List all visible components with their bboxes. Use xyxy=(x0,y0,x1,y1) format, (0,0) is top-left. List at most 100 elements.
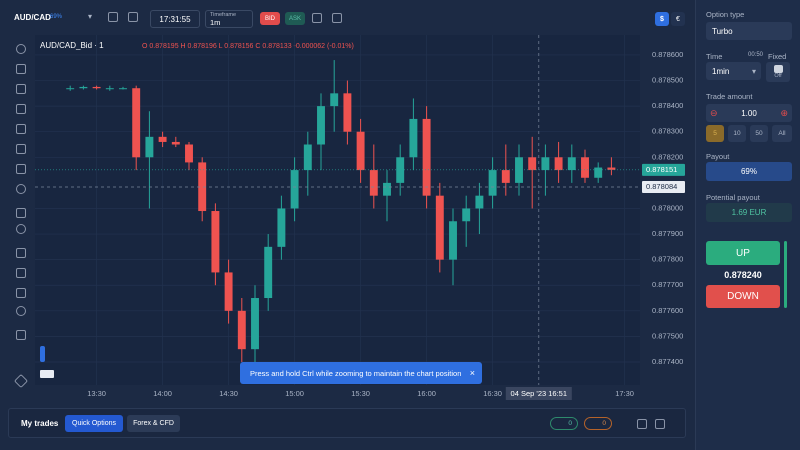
amount-minus[interactable]: ⊖ xyxy=(710,107,718,118)
plot-bg xyxy=(35,35,640,385)
magnet-tool[interactable] xyxy=(16,248,26,258)
time-select[interactable]: 1min ▾ xyxy=(706,62,761,80)
fullscreen-icon[interactable] xyxy=(332,13,342,23)
candle-body xyxy=(277,208,286,247)
dropdown-arrow[interactable]: ▾ xyxy=(88,12,93,21)
toolbar-toggle[interactable] xyxy=(40,346,45,362)
stay-drawing-tool[interactable] xyxy=(16,268,26,278)
lock-tool[interactable] xyxy=(16,288,26,298)
payout-label: Payout xyxy=(706,152,730,161)
candle-body xyxy=(132,88,141,158)
fixed-label: Fixed xyxy=(768,52,787,61)
text-tool[interactable] xyxy=(16,124,26,134)
candle-body xyxy=(449,221,457,260)
preset-10[interactable]: 10 xyxy=(728,125,746,142)
candle-body xyxy=(396,157,405,183)
symbol[interactable]: AUD/CAD xyxy=(14,13,51,22)
layers-tool[interactable] xyxy=(13,373,29,389)
y-tick-label: 0.877800 xyxy=(652,255,683,264)
preset-all[interactable]: All xyxy=(772,125,792,142)
y-tick-label: 0.877600 xyxy=(652,306,683,315)
candle-body xyxy=(171,141,180,145)
time-label: Time xyxy=(706,52,723,61)
timeframe-label: Timeframe xyxy=(210,11,237,18)
candle-body xyxy=(317,106,325,145)
fixed-toggle[interactable]: Off xyxy=(766,62,790,82)
y-tick-label: 0.878600 xyxy=(652,50,683,59)
chart-legend-title: AUD/CAD_Bid · 1 xyxy=(40,41,104,50)
toast: Press and hold Ctrl while zooming to mai… xyxy=(240,362,482,384)
toast-text: Press and hold Ctrl while zooming to mai… xyxy=(250,368,462,378)
amount-input[interactable]: ⊖ 1.00 ⊕ xyxy=(706,104,792,122)
x-tick-label: 14:00 xyxy=(153,389,172,398)
y-tick-label: 0.878400 xyxy=(652,101,683,110)
preset-5[interactable]: 5 xyxy=(706,125,724,142)
hide-tool[interactable] xyxy=(16,306,26,316)
y-tick-label: 0.877700 xyxy=(652,280,683,289)
pattern-tool[interactable] xyxy=(16,144,26,154)
candle-body xyxy=(462,208,471,222)
candle-body xyxy=(211,211,220,273)
line-tool[interactable] xyxy=(16,64,26,74)
y-tick-label: 0.878000 xyxy=(652,203,683,212)
y-tick-label: 0.878300 xyxy=(652,127,683,136)
my-trades-title: My trades xyxy=(21,419,59,428)
quick-options-tab[interactable]: Quick Options xyxy=(65,415,123,432)
currency-eur[interactable]: € xyxy=(671,12,685,26)
x-tick-label: 15:30 xyxy=(351,389,370,398)
brush-tool[interactable] xyxy=(16,104,26,114)
timeframe[interactable]: Timeframe 1m xyxy=(205,10,253,28)
toggle-text: Off xyxy=(774,73,782,79)
y-tick-label: 0.878500 xyxy=(652,76,683,85)
candle-body xyxy=(303,144,312,171)
tradingview-logo xyxy=(40,370,54,378)
ask-button[interactable]: ASK xyxy=(285,12,305,25)
amount-plus[interactable]: ⊕ xyxy=(780,107,788,118)
ruler-tool[interactable] xyxy=(16,208,26,218)
candle-body xyxy=(79,86,88,89)
option-type-select[interactable]: Turbo xyxy=(706,22,792,40)
bid-button[interactable]: BID xyxy=(260,12,280,25)
x-tick-label: 14:30 xyxy=(219,389,238,398)
prediction-tool[interactable] xyxy=(16,164,26,174)
open-trades-badge[interactable]: 0 xyxy=(550,417,578,430)
x-tick-label: 13:30 xyxy=(87,389,106,398)
candle-body xyxy=(422,118,431,196)
current-price: 0.878240 xyxy=(724,270,762,280)
trade-panel: Option type Turbo Time 00:50 Fixed 1min ▾… xyxy=(695,0,800,450)
y-tick-label: 0.877500 xyxy=(652,331,683,340)
zoom-tool[interactable] xyxy=(16,224,26,234)
toast-close[interactable]: × xyxy=(469,368,475,378)
crosshair-tool[interactable] xyxy=(16,44,26,54)
candle-body xyxy=(290,170,299,209)
down-button[interactable]: DOWN xyxy=(706,285,780,308)
price-tag-bg xyxy=(642,163,685,176)
up-button[interactable]: UP xyxy=(706,241,780,265)
currency-usd[interactable]: $ xyxy=(655,12,669,26)
preset-50[interactable]: 50 xyxy=(750,125,768,142)
pending-trades-badge[interactable]: 0 xyxy=(584,417,612,430)
compare-icon[interactable] xyxy=(312,13,322,23)
candle-body xyxy=(119,88,127,90)
drawing-toolbar xyxy=(12,40,45,390)
potential-value: 1.69 EUR xyxy=(706,203,792,222)
panel-toggle-2[interactable] xyxy=(655,419,665,429)
clock-text: 17:31:55 xyxy=(159,14,191,24)
candle-body xyxy=(541,157,550,171)
candle-body xyxy=(198,162,207,212)
favorites-tool[interactable] xyxy=(16,184,26,194)
indicators-icon[interactable] xyxy=(108,12,118,22)
chart-type-icon[interactable] xyxy=(128,12,138,22)
sentiment-bar xyxy=(784,241,787,308)
candle-body xyxy=(251,298,259,350)
delete-tool[interactable] xyxy=(16,330,26,340)
candle-body xyxy=(369,170,378,196)
panel-toggle-1[interactable] xyxy=(637,419,647,429)
forex-tab[interactable]: Forex & CFD xyxy=(127,415,180,432)
x-tick-label: 16:30 xyxy=(483,389,502,398)
toggle-knob xyxy=(773,65,783,73)
candle-body xyxy=(145,136,154,158)
fib-tool[interactable] xyxy=(16,84,26,94)
time-value: 1min xyxy=(712,66,730,76)
clock: 17:31:55 xyxy=(150,10,200,28)
